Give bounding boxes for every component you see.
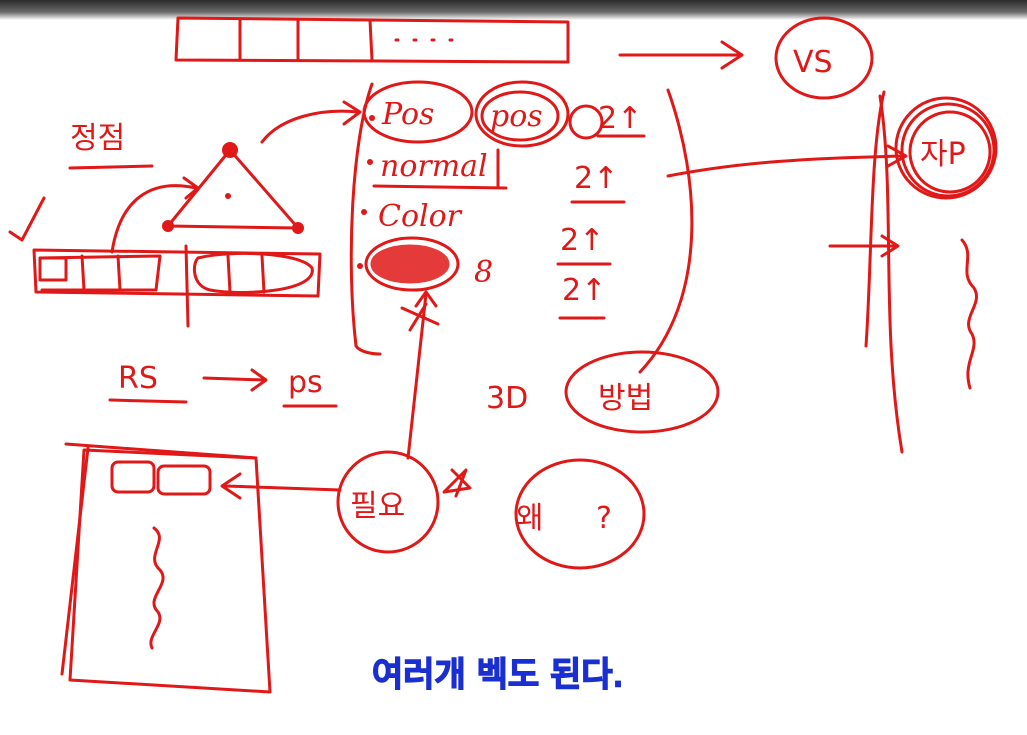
vertex-buffer [32,244,322,328]
eight-label: 8 [474,255,493,290]
vs-label: VS [793,45,833,80]
pos-attribute-second: pos [474,80,570,148]
why-label: 왜 [516,501,544,536]
arrow-into-right-line [828,234,900,258]
why-node: 왜 ? [514,458,646,570]
size-pos-label: 2↑ [598,101,642,136]
question-label: ? [596,501,612,536]
top-buffer-strip [174,16,570,64]
three-d-label: 3D [486,381,528,416]
pos-attribute: Pos [362,80,474,144]
attribute-curve [638,88,694,374]
pos-size: 2↑ [568,101,646,140]
check-mark-icon [8,196,46,242]
vertex-label: 정점 [70,121,125,156]
pos-label: Pos [381,97,434,132]
right-circle-label: 자P [920,137,966,172]
needed-node: 필요 [336,450,472,554]
ps-label: ps [288,365,323,400]
right-circle-node: 자P [894,96,998,200]
arrow-triangle-to-pos [260,109,360,144]
right-divider-line-1 [864,90,886,348]
blue-note: 여러개 벡도 된다. [372,655,623,695]
arrow-head [182,176,200,200]
color-label: Color [378,199,463,234]
triangle-diagram [162,142,304,234]
method-label: 방법 [598,381,653,416]
arrow-needed-to-target [220,472,342,500]
render-target-box [60,442,272,694]
needed-label: 필요 [350,489,405,524]
normal-label: normal [380,149,488,184]
attribute-bracket [349,82,382,356]
rs-label: RS [118,361,158,396]
wavy-line [960,238,978,390]
rs-to-ps: RS ps [108,361,338,408]
size-normal-label: 2↑ [574,161,618,196]
right-divider-line-2 [878,94,904,454]
size-color-label-2: 2↑ [562,273,606,308]
normal-attribute: normal 2↑ [367,148,626,204]
vs-node: VS [774,16,874,100]
window-top-shadow [0,0,1027,20]
arrow-needed-to-hatched [406,290,438,460]
arrow-to-vs [618,40,744,70]
vertex-heading: 정점 [68,121,154,170]
arrow-buffer-to-triangle [110,184,198,254]
method-node: 3D 방법 [486,350,720,434]
color-attribute: Color 2↑ 2↑ [361,199,612,320]
arrow-to-right-circle [666,144,908,178]
arrow-head [342,100,362,126]
pos2-label: pos [490,99,543,134]
size-color-label-1: 2↑ [560,223,604,258]
